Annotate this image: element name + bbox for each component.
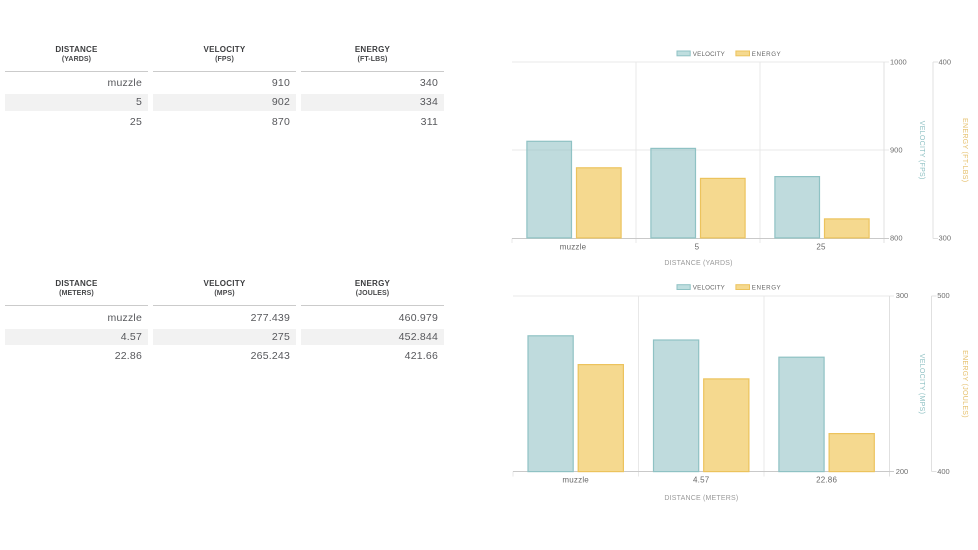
svg-text:5: 5: [695, 243, 700, 252]
svg-text:VELOCITY: VELOCITY: [693, 285, 725, 292]
svg-text:ENERGY (JOULES): ENERGY (JOULES): [961, 350, 968, 418]
svg-text:DISTANCE (YARDS): DISTANCE (YARDS): [664, 260, 732, 267]
svg-text:900: 900: [890, 145, 903, 154]
svg-text:DISTANCE (METERS): DISTANCE (METERS): [664, 495, 738, 502]
svg-text:300: 300: [939, 234, 952, 243]
svg-text:1000: 1000: [890, 57, 907, 66]
svg-text:22.86: 22.86: [816, 476, 837, 485]
svg-text:muzzle: muzzle: [560, 243, 587, 252]
svg-text:200: 200: [896, 467, 909, 476]
svg-text:VELOCITY: VELOCITY: [693, 51, 725, 58]
svg-text:ENERGY (FT-LBS): ENERGY (FT-LBS): [961, 118, 968, 182]
svg-text:muzzle: muzzle: [562, 476, 589, 485]
svg-text:VELOCITY (FPS): VELOCITY (FPS): [918, 121, 925, 180]
svg-text:400: 400: [939, 57, 952, 66]
svg-text:25: 25: [816, 243, 826, 252]
svg-text:400: 400: [937, 467, 950, 476]
svg-text:VELOCITY (MPS): VELOCITY (MPS): [918, 354, 925, 414]
svg-text:300: 300: [896, 291, 909, 300]
svg-text:500: 500: [937, 291, 950, 300]
svg-text:4.57: 4.57: [693, 476, 710, 485]
svg-text:ENERGY: ENERGY: [752, 285, 781, 292]
svg-text:ENERGY: ENERGY: [752, 51, 781, 58]
svg-text:800: 800: [890, 234, 903, 243]
